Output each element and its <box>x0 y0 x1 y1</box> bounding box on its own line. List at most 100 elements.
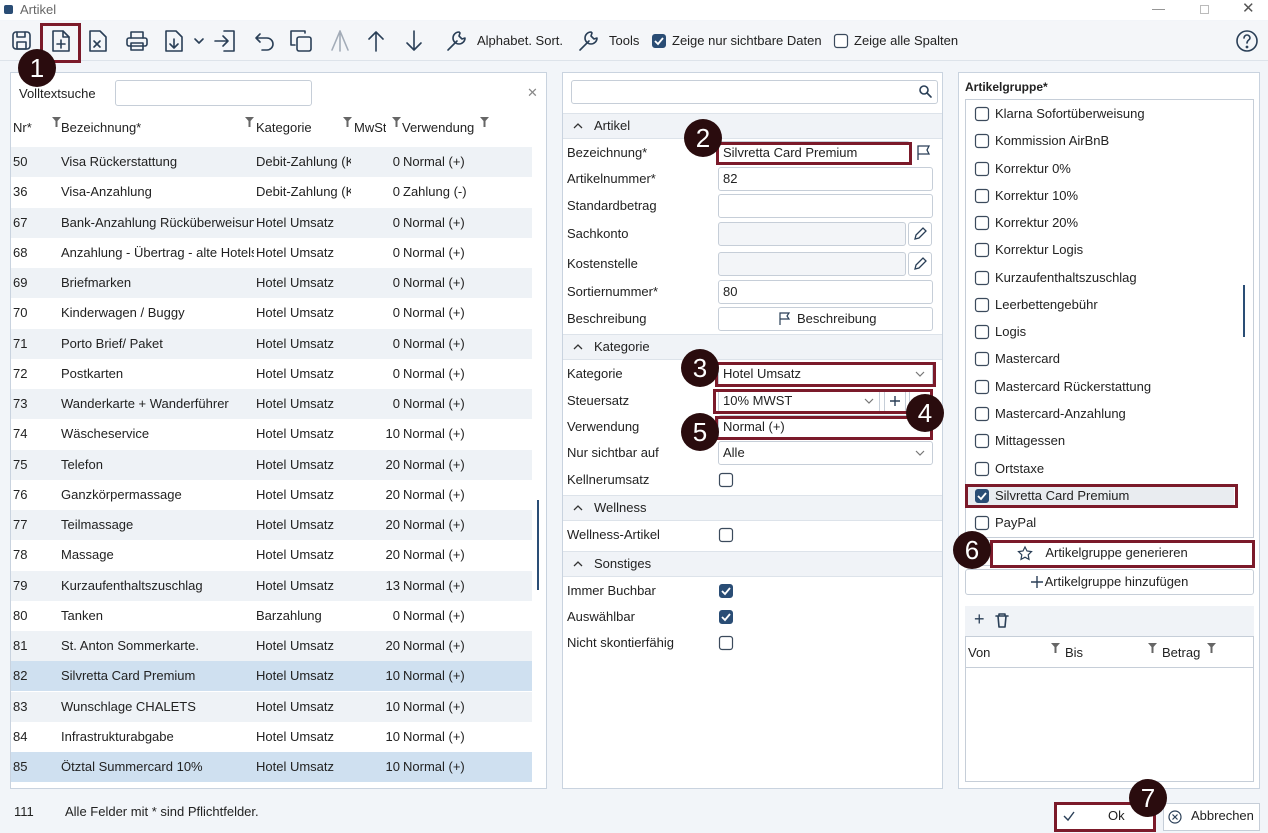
group-checkbox[interactable] <box>975 434 989 448</box>
add-range[interactable]: + <box>974 611 985 627</box>
range-column[interactable]: Von <box>968 645 990 661</box>
save-icon[interactable] <box>12 31 32 51</box>
wrench-icon[interactable] <box>446 30 468 52</box>
form-search-input[interactable] <box>571 80 938 104</box>
group-checkbox[interactable] <box>975 216 989 230</box>
toolbar-checkbox[interactable] <box>652 34 666 48</box>
group-checkbox[interactable] <box>975 298 989 312</box>
column-filter[interactable] <box>343 117 352 127</box>
section-chevron[interactable] <box>573 561 583 567</box>
column-filter[interactable] <box>52 117 61 127</box>
cell-nr: 69 <box>13 275 27 291</box>
text-input[interactable] <box>718 194 933 218</box>
merge-icon[interactable] <box>329 30 351 52</box>
cell-verwendung: Normal (+) <box>403 517 465 533</box>
group-item-label: Mastercard Rückerstattung <box>995 379 1151 395</box>
import-icon[interactable] <box>214 30 236 52</box>
copy-icon[interactable] <box>290 30 312 52</box>
minimize[interactable]: — <box>1152 1 1165 17</box>
group-checkbox[interactable] <box>975 462 989 476</box>
group-checkbox[interactable] <box>975 162 989 176</box>
up-icon[interactable] <box>367 30 385 52</box>
section-chevron[interactable] <box>573 344 583 350</box>
text-input[interactable] <box>718 280 933 304</box>
group-button-icon[interactable] <box>1030 575 1044 589</box>
tools-icon[interactable] <box>578 30 600 52</box>
annotation-badge: 2 <box>684 119 722 157</box>
group-checkbox[interactable] <box>975 271 989 285</box>
clear-search[interactable]: ✕ <box>527 85 538 101</box>
text-input[interactable] <box>718 167 933 191</box>
cancel-icon[interactable] <box>1168 810 1182 824</box>
toolbar-checkbox-label[interactable]: Zeige nur sichtbare Daten <box>672 33 822 49</box>
list-scrollbar[interactable] <box>537 500 539 590</box>
group-checkbox[interactable] <box>975 380 989 394</box>
field-checkbox[interactable] <box>719 636 733 650</box>
flag-icon[interactable] <box>917 145 931 161</box>
column-filter[interactable] <box>480 117 489 127</box>
undo-icon[interactable] <box>254 31 276 51</box>
section-title: Artikel <box>594 118 630 134</box>
delete-icon[interactable] <box>88 30 108 52</box>
column-filter[interactable] <box>1207 643 1216 653</box>
column-filter[interactable] <box>1051 643 1060 653</box>
select-chevron[interactable] <box>915 450 925 456</box>
field-checkbox[interactable] <box>719 528 733 542</box>
group-checkbox[interactable] <box>975 189 989 203</box>
toolbar-button[interactable]: Alphabet. Sort. <box>477 33 563 49</box>
cell-mwst: 0 <box>352 396 400 412</box>
down-icon[interactable] <box>405 30 423 52</box>
pencil-icon[interactable] <box>913 227 927 241</box>
cell-nr: 36 <box>13 184 27 200</box>
toolbar-checkbox[interactable] <box>834 34 848 48</box>
column-filter[interactable] <box>245 117 254 127</box>
column-header[interactable]: Bezeichnung* <box>61 120 141 136</box>
maximize[interactable] <box>1200 5 1209 14</box>
export-icon[interactable] <box>164 30 184 52</box>
pencil-icon[interactable] <box>913 257 927 271</box>
group-checkbox[interactable] <box>975 243 989 257</box>
group-checkbox[interactable] <box>975 325 989 339</box>
select[interactable] <box>718 441 933 465</box>
group-checkbox[interactable] <box>975 407 989 421</box>
range-column[interactable]: Betrag <box>1162 645 1200 661</box>
cell-mwst: 0 <box>352 245 400 261</box>
field-label: Beschreibung <box>567 311 647 327</box>
group-checkbox[interactable] <box>975 516 989 530</box>
group-scrollbar[interactable] <box>1243 285 1245 337</box>
field-checkbox[interactable] <box>719 610 733 624</box>
search-input[interactable] <box>115 80 312 106</box>
cell-kategorie: Hotel Umsatz <box>256 759 351 775</box>
text-input[interactable] <box>718 252 906 276</box>
flag-icon[interactable] <box>779 312 791 326</box>
print-icon[interactable] <box>126 31 148 51</box>
section-chevron[interactable] <box>573 123 583 129</box>
column-filter[interactable] <box>392 117 401 127</box>
group-checkbox[interactable] <box>975 134 989 148</box>
close[interactable]: ✕ <box>1242 1 1255 17</box>
group-checkbox[interactable] <box>975 107 989 121</box>
export-dropdown[interactable] <box>194 38 204 46</box>
help-icon[interactable] <box>1236 30 1258 52</box>
search-icon[interactable] <box>919 85 932 98</box>
column-header[interactable]: Nr* <box>13 120 32 136</box>
cell-mwst: 20 <box>352 638 400 654</box>
field-checkbox[interactable] <box>719 473 733 487</box>
field-value: Alle <box>723 445 745 461</box>
cell-mwst: 20 <box>352 457 400 473</box>
group-checkbox[interactable] <box>975 352 989 366</box>
column-filter[interactable] <box>1148 643 1157 653</box>
text-input[interactable] <box>718 222 906 246</box>
toolbar-checkbox-label[interactable]: Zeige alle Spalten <box>854 33 958 49</box>
column-header[interactable]: MwSt <box>354 120 386 136</box>
cell-verwendung: Normal (+) <box>403 336 465 352</box>
column-header[interactable]: Kategorie <box>256 120 312 136</box>
delete-range[interactable] <box>995 613 1009 628</box>
field-checkbox[interactable] <box>719 584 733 598</box>
range-column[interactable]: Bis <box>1065 645 1083 661</box>
toolbar-button[interactable]: Tools <box>609 33 639 49</box>
column-header[interactable]: Verwendung <box>402 120 474 136</box>
cell-nr: 83 <box>13 699 27 715</box>
group-item-label: Mittagessen <box>995 433 1065 449</box>
section-chevron[interactable] <box>573 505 583 511</box>
